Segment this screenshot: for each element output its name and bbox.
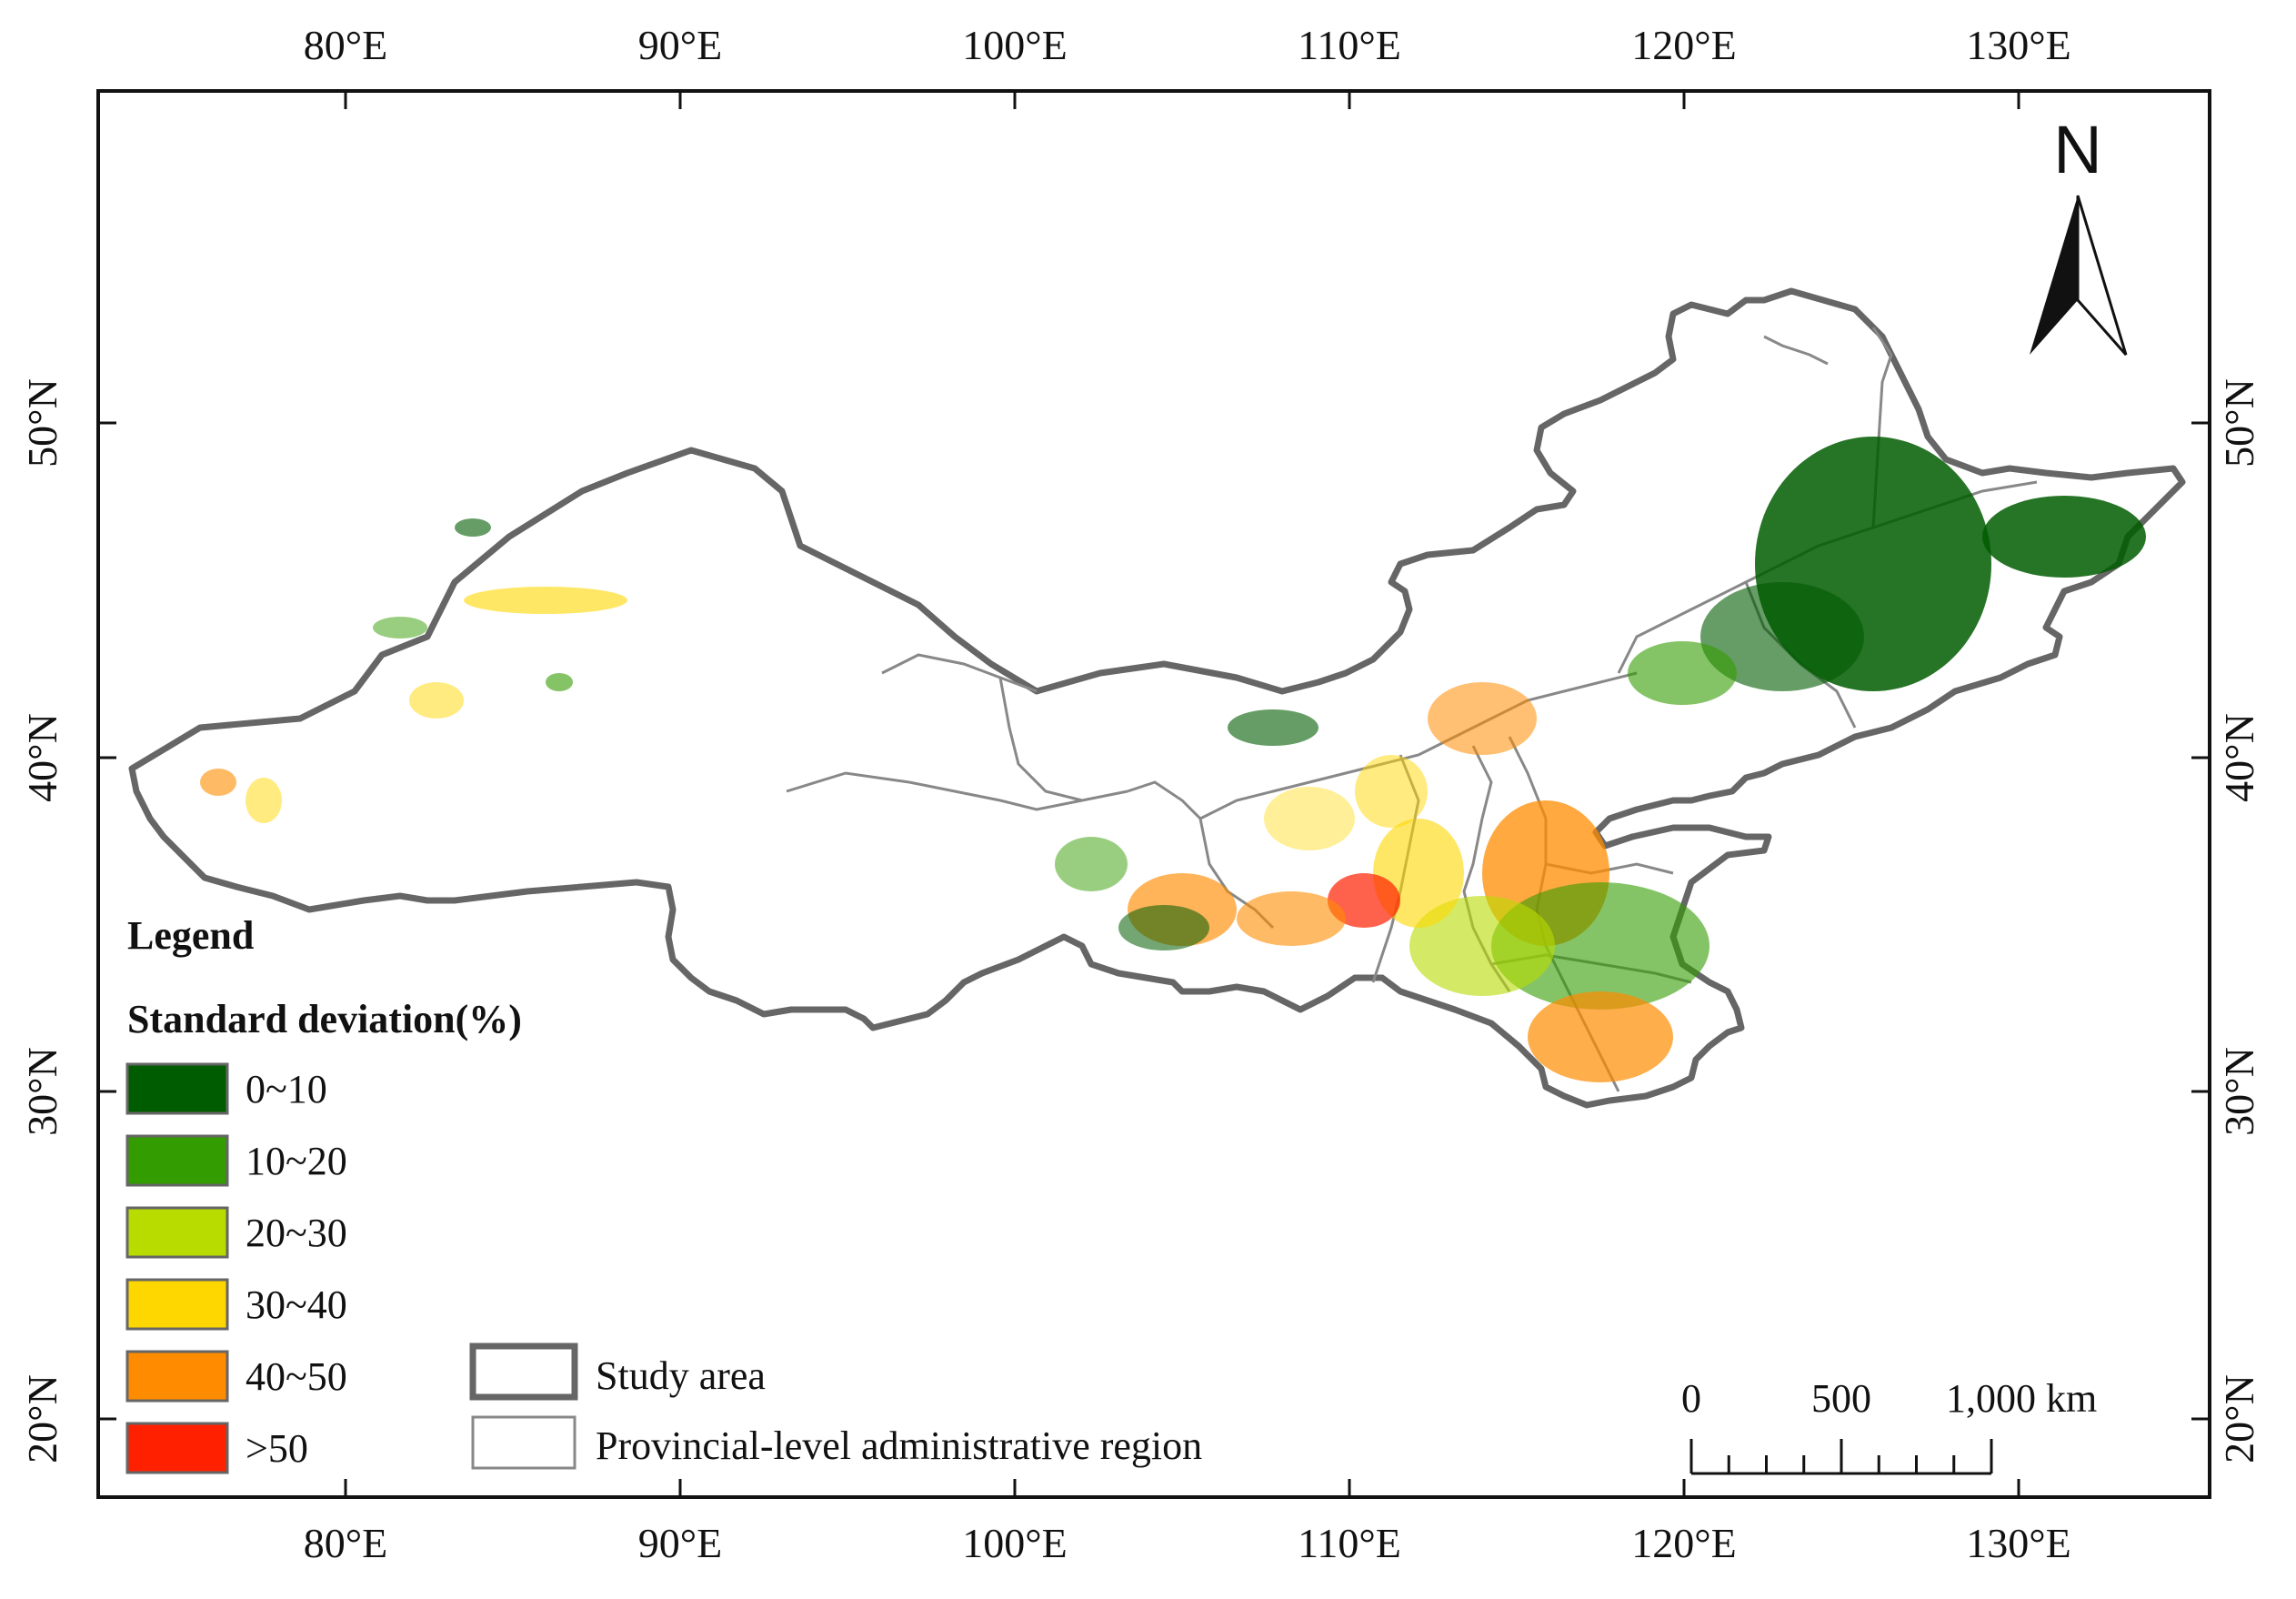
legend-class-label: 0~10: [246, 1067, 327, 1111]
study-area-label: Study area: [596, 1353, 766, 1398]
legend-swatch: [125, 1134, 229, 1187]
legend-swatch: [125, 1350, 229, 1403]
north-label: N: [2053, 112, 2101, 187]
legend-title: Legend: [127, 913, 254, 958]
province-label: Provincial-level administrative region: [596, 1423, 1202, 1468]
x-tick-label-bottom: 100°E: [962, 1520, 1068, 1566]
x-tick-label-bottom: 120°E: [1631, 1520, 1737, 1566]
map-frame: [96, 89, 2211, 1499]
x-tick-label-bottom: 110°E: [1298, 1520, 1401, 1566]
x-tick-label-bottom: 90°E: [638, 1520, 723, 1566]
x-tick-label-top: 80°E: [304, 22, 388, 68]
legend-swatch: [125, 1278, 229, 1331]
north-arrow: N: [2030, 112, 2128, 356]
legend-classes: 0~10 10~20 20~30 30~40 40~50 >50: [125, 1062, 347, 1474]
y-tick-label-left: 40°N: [19, 713, 65, 802]
x-tick-label-top: 120°E: [1631, 22, 1737, 68]
scale-bar: 0 500 1,000 km: [1681, 1376, 2097, 1475]
scale-label-0: 0: [1681, 1376, 1701, 1421]
study-area-swatch: [469, 1343, 578, 1401]
legend-swatch: [125, 1062, 229, 1115]
legend-class-label: 20~30: [246, 1211, 347, 1255]
x-tick-label-top: 110°E: [1298, 22, 1401, 68]
y-tick-label-left: 20°N: [19, 1374, 65, 1463]
legend-swatch: [125, 1422, 229, 1474]
scale-label-1000: 1,000 km: [1946, 1376, 2097, 1421]
y-axis-left: 50°N 40°N 30°N 20°N: [19, 378, 116, 1463]
y-tick-label-left: 30°N: [19, 1047, 65, 1136]
legend-class-label: 10~20: [246, 1139, 347, 1183]
study-area-outline: [128, 287, 2186, 1109]
x-tick-label-top: 130°E: [1966, 22, 2071, 68]
legend-swatch: [125, 1206, 229, 1259]
x-tick-label-bottom: 130°E: [1966, 1520, 2071, 1566]
legend-class-label: 30~40: [246, 1282, 347, 1327]
y-tick-label-right: 50°N: [2216, 378, 2262, 468]
y-tick-label-right: 30°N: [2216, 1047, 2262, 1136]
x-axis-bottom: 80°E 90°E 100°E 110°E 120°E 130°E: [304, 1479, 2071, 1566]
y-tick-label-left: 50°N: [19, 378, 65, 468]
x-tick-label-top: 90°E: [638, 22, 723, 68]
boundary-legend: Study area Provincial-level administrati…: [469, 1343, 1202, 1470]
std-dev-raster: [200, 437, 2146, 1082]
legend-class-label: 40~50: [246, 1354, 347, 1399]
x-axis-top: 80°E 90°E 100°E 110°E 120°E 130°E: [304, 22, 2071, 109]
y-axis-right: 50°N 40°N 30°N 20°N: [2191, 378, 2262, 1463]
x-tick-label-bottom: 80°E: [304, 1520, 388, 1566]
legend: Legend Standard deviation(%) 0~10 10~20 20…: [125, 913, 522, 1474]
scale-label-500: 500: [1811, 1376, 1871, 1421]
province-swatch: [471, 1415, 577, 1470]
legend-subtitle: Standard deviation(%): [127, 997, 522, 1041]
legend-class-label: >50: [246, 1426, 308, 1471]
x-tick-label-top: 100°E: [962, 22, 1068, 68]
y-tick-label-right: 20°N: [2216, 1374, 2262, 1463]
y-tick-label-right: 40°N: [2216, 713, 2262, 802]
